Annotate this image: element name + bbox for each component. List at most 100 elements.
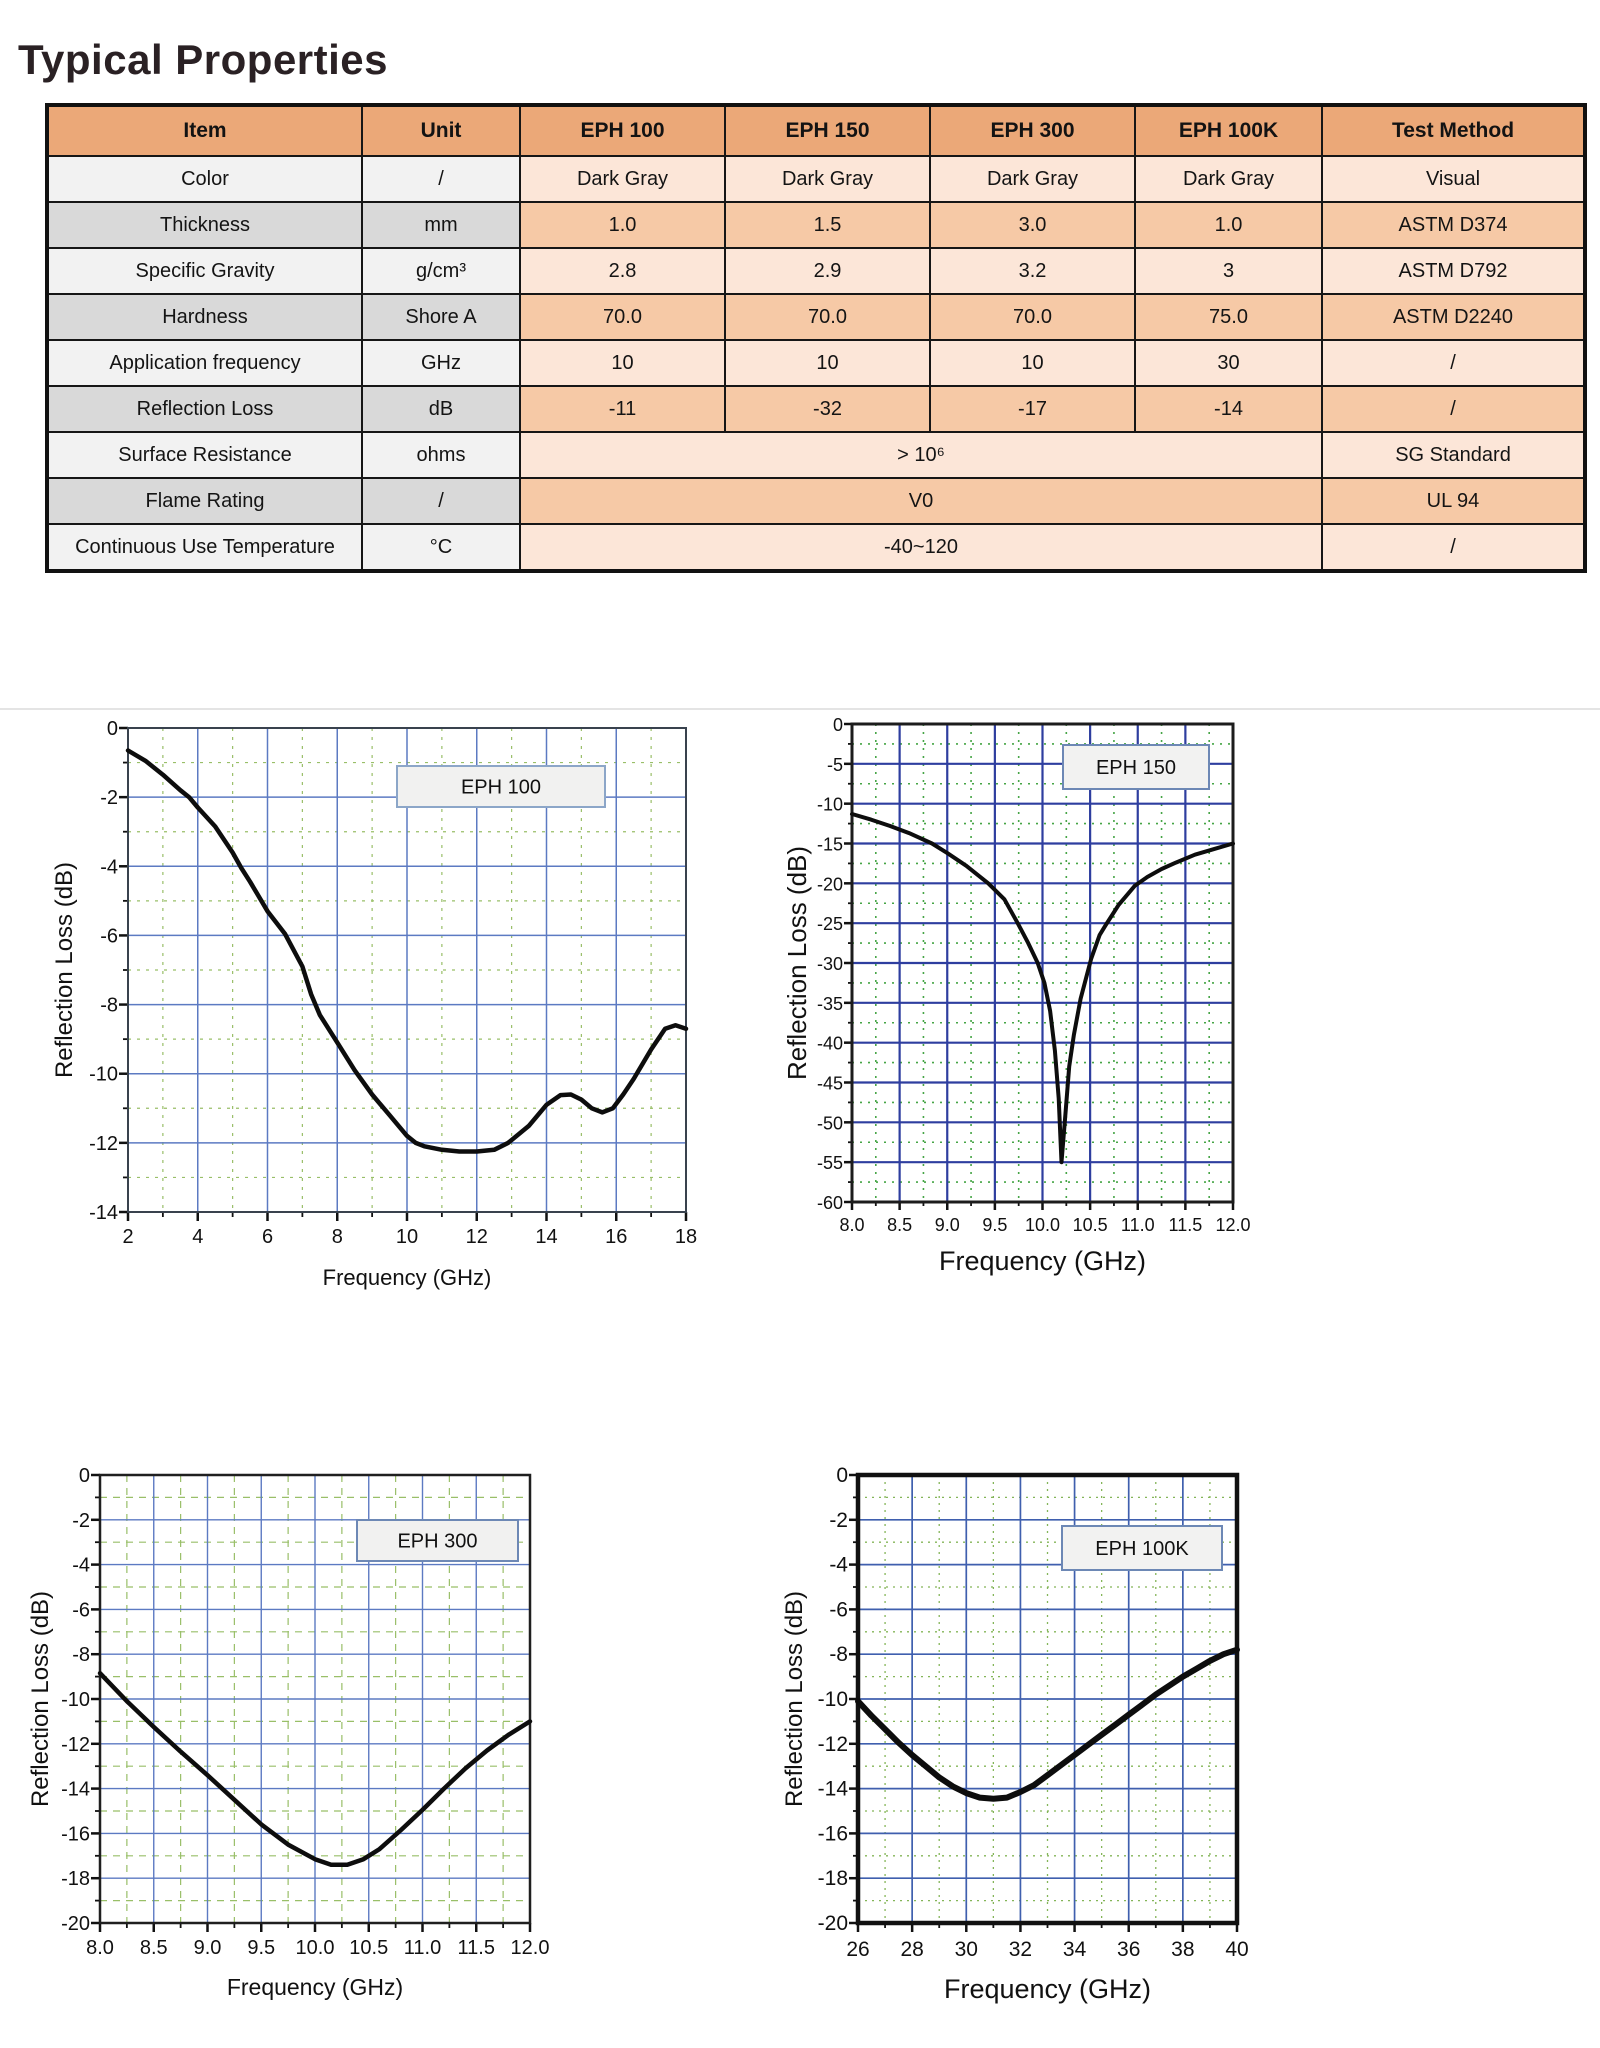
section-divider — [0, 708, 1600, 710]
cell-unit: / — [361, 477, 521, 525]
cell-value: 30 — [1134, 339, 1323, 387]
cell-item: Color — [46, 155, 363, 203]
svg-text:-10: -10 — [818, 1688, 848, 1711]
svg-text:-16: -16 — [818, 1822, 848, 1845]
chart-svg-eph-100: 2 4 6 8 10 12 14 16 18 0 -2 -4 -6 -8 -10 -12 -14 EPH 100 F… — [51, 718, 697, 1290]
svg-text:-10: -10 — [61, 1689, 90, 1711]
svg-text:-8: -8 — [829, 1643, 848, 1666]
major-grid — [91, 1473, 532, 1932]
svg-text:10.5: 10.5 — [349, 1937, 388, 1959]
cell-value: 3.0 — [929, 201, 1136, 249]
legend-label: EPH 100 — [461, 777, 541, 799]
svg-text:9.0: 9.0 — [194, 1937, 222, 1959]
svg-text:-8: -8 — [72, 1644, 90, 1666]
cell-value: -32 — [724, 385, 931, 433]
table-row-thickness: Thickness mm 1.0 1.5 3.0 1.0 ASTM D374 — [46, 201, 1586, 249]
table-row-application-frequency: Application frequency GHz 10 10 10 30 / — [46, 339, 1586, 387]
cell-value: 1.0 — [519, 201, 726, 249]
x-axis-label: Frequency (GHz) — [323, 1265, 492, 1290]
svg-text:32: 32 — [1009, 1938, 1032, 1961]
reflection-loss-curve — [850, 812, 1235, 1165]
cell-unit: Shore A — [361, 293, 521, 341]
table-row-color: Color / Dark Gray Dark Gray Dark Gray Da… — [46, 155, 1586, 203]
legend-label: EPH 150 — [1096, 757, 1176, 779]
legend-label: EPH 100K — [1095, 1538, 1189, 1560]
svg-text:-20: -20 — [817, 874, 843, 894]
svg-text:26: 26 — [846, 1938, 869, 1961]
svg-text:8.0: 8.0 — [86, 1937, 114, 1959]
cell-value: 3 — [1134, 247, 1323, 295]
legend-box — [396, 765, 606, 808]
svg-text:11.5: 11.5 — [1169, 1215, 1203, 1235]
svg-text:-18: -18 — [61, 1868, 90, 1890]
cell-method: SG Standard — [1321, 431, 1586, 479]
svg-text:10.0: 10.0 — [1025, 1215, 1060, 1235]
table-row-surface-resistance: Surface Resistance ohms > 10⁶ SG Standar… — [46, 431, 1586, 479]
legend-label: EPH 300 — [397, 1531, 477, 1553]
cell-item: Specific Gravity — [46, 247, 363, 295]
cell-value: 10 — [519, 339, 726, 387]
svg-text:-20: -20 — [818, 1912, 848, 1935]
table-row-hardness: Hardness Shore A 70.0 70.0 70.0 75.0 AST… — [46, 293, 1586, 341]
cell-method: UL 94 — [1321, 477, 1586, 525]
svg-text:28: 28 — [900, 1938, 923, 1961]
svg-text:-4: -4 — [100, 856, 118, 878]
properties-table: Item Unit EPH 100 EPH 150 EPH 300 EPH 10… — [45, 103, 1587, 573]
chart-eph-100: 2 4 6 8 10 12 14 16 18 0 -2 -4 -6 -8 -10 -12 -14 EPH 100 F… — [30, 690, 710, 1310]
svg-text:-35: -35 — [817, 994, 843, 1014]
column-header-eph100k: EPH 100K — [1134, 104, 1323, 157]
cell-method: / — [1321, 385, 1586, 433]
column-header-eph300: EPH 300 — [929, 104, 1136, 157]
svg-text:2: 2 — [122, 1226, 133, 1248]
svg-text:12.0: 12.0 — [511, 1937, 550, 1959]
cell-value: 3.2 — [929, 247, 1136, 295]
cell-unit: GHz — [361, 339, 521, 387]
chart-eph-100k: 26 28 30 32 34 36 38 40 0 -2 -4 -6 -8 -10 -12 -14 -16 -18… — [770, 1440, 1290, 2043]
svg-text:-16: -16 — [61, 1823, 90, 1845]
major-grid — [844, 722, 1235, 1210]
svg-text:-45: -45 — [817, 1074, 843, 1094]
svg-text:-2: -2 — [72, 1510, 90, 1532]
svg-text:11.0: 11.0 — [404, 1937, 441, 1959]
cell-item: Surface Resistance — [46, 431, 363, 479]
svg-text:8.5: 8.5 — [887, 1215, 912, 1235]
plot-frame — [850, 722, 1235, 1204]
svg-text:-18: -18 — [818, 1867, 848, 1890]
cell-item: Hardness — [46, 293, 363, 341]
chart-svg-eph-150: 8.0 8.5 9.0 9.5 10.0 10.5 11.0 11.5 12.0 0 -5 -10 -1… — [782, 715, 1251, 1276]
cell-item: Continuous Use Temperature — [46, 523, 363, 572]
cell-method: / — [1321, 339, 1586, 387]
svg-text:-8: -8 — [100, 995, 118, 1017]
column-header-test-method: Test Method — [1321, 104, 1586, 157]
svg-text:-25: -25 — [817, 914, 843, 934]
page-title: Typical Properties — [18, 36, 389, 84]
svg-text:8.0: 8.0 — [839, 1215, 864, 1235]
svg-text:40: 40 — [1225, 1938, 1248, 1961]
svg-text:-2: -2 — [829, 1509, 848, 1532]
cell-item: Application frequency — [46, 339, 363, 387]
svg-text:-30: -30 — [817, 954, 843, 974]
chart-svg-eph-100k: 26 28 30 32 34 36 38 40 0 -2 -4 -6 -8 -10 -12 -14 -16 -18… — [781, 1464, 1249, 2004]
cell-item: Flame Rating — [46, 477, 363, 525]
svg-text:-12: -12 — [89, 1133, 118, 1155]
svg-text:36: 36 — [1117, 1938, 1140, 1961]
plot-frame — [98, 1473, 532, 1925]
cell-value: Dark Gray — [1134, 155, 1323, 203]
cell-value: Dark Gray — [929, 155, 1136, 203]
cell-item: Thickness — [46, 201, 363, 249]
y-axis-label: Reflection Loss (dB) — [27, 1591, 54, 1807]
cell-unit: g/cm³ — [361, 247, 521, 295]
svg-text:0: 0 — [836, 1464, 848, 1487]
svg-text:10.0: 10.0 — [296, 1937, 335, 1959]
svg-text:-14: -14 — [89, 1202, 118, 1224]
plot-frame — [127, 727, 687, 1213]
svg-text:12.0: 12.0 — [1215, 1215, 1250, 1235]
chart-eph-150: 8.0 8.5 9.0 9.5 10.0 10.5 11.0 11.5 12.0 0 -5 -10 -1… — [770, 688, 1270, 1313]
legend-box — [356, 1519, 519, 1562]
svg-text:8: 8 — [332, 1226, 343, 1248]
y-axis-label: Reflection Loss (dB) — [782, 846, 812, 1080]
svg-text:-2: -2 — [100, 787, 118, 809]
x-axis-label: Frequency (GHz) — [944, 1974, 1151, 2004]
cell-method: ASTM D792 — [1321, 247, 1586, 295]
svg-text:0: 0 — [79, 1465, 90, 1487]
